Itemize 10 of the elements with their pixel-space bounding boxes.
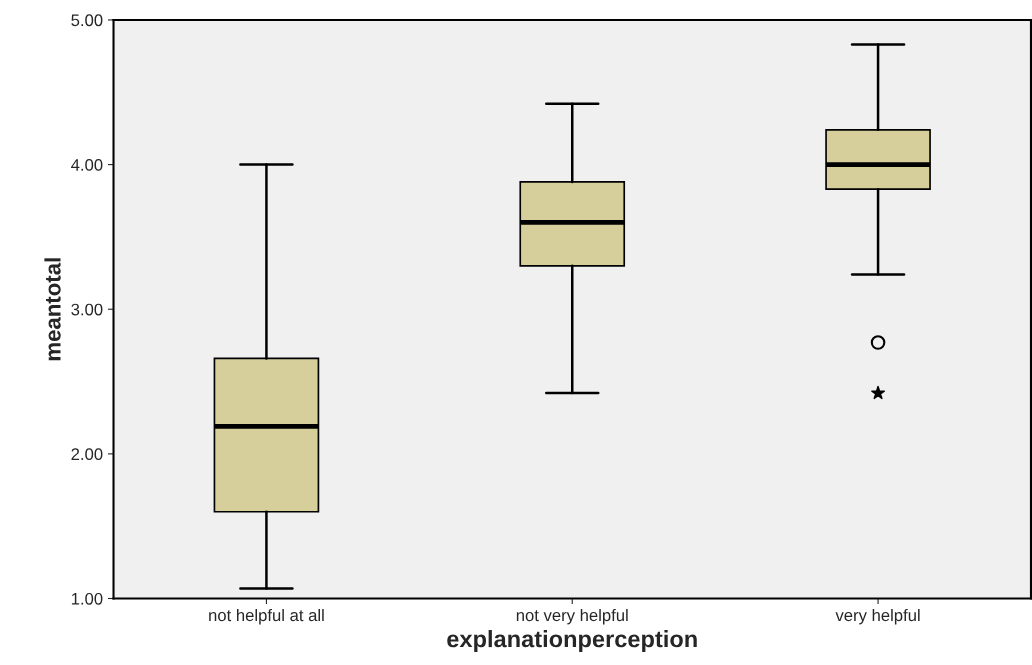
y-tick-label: 2.00 — [71, 448, 103, 461]
x-tick-label: very helpful — [835, 608, 920, 625]
y-tick-label: 4.00 — [71, 158, 103, 171]
y-tick-label: 1.00 — [71, 592, 103, 605]
y-tick-label: 3.00 — [71, 303, 103, 316]
x-tick-label: not helpful at all — [209, 608, 324, 625]
y-tick-label: 5.00 — [71, 14, 103, 27]
x-tick-label: not very helpful — [516, 608, 628, 625]
y-axis-title: meantotal — [44, 258, 61, 361]
x-axis-title: explanationperception — [447, 630, 697, 653]
